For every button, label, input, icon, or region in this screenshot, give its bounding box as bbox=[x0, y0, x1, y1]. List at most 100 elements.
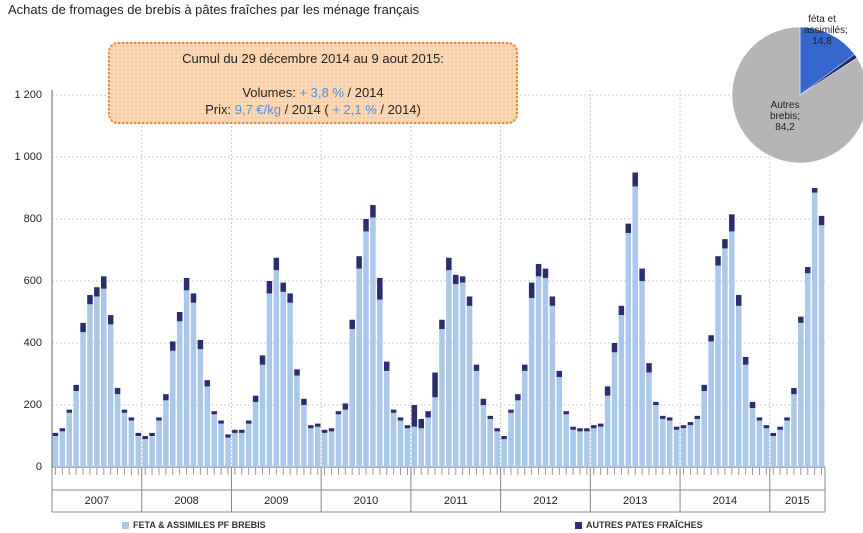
bar-segment bbox=[584, 431, 590, 467]
bar-segment bbox=[190, 293, 197, 303]
bar-segment bbox=[383, 370, 390, 467]
bar-segment bbox=[411, 405, 418, 427]
bar-segment bbox=[473, 364, 480, 371]
bar-segment bbox=[232, 429, 238, 433]
bar-segment bbox=[142, 436, 148, 440]
bar-segment bbox=[763, 428, 770, 467]
bar-segment bbox=[128, 420, 135, 467]
bar-segment bbox=[597, 423, 604, 427]
bar-segment bbox=[708, 335, 714, 342]
bar-segment bbox=[280, 282, 286, 292]
bar-segment bbox=[383, 361, 390, 371]
bar-segment bbox=[577, 431, 583, 467]
bar-segment bbox=[370, 217, 376, 467]
bar-segment bbox=[342, 403, 349, 410]
bar-segment bbox=[811, 192, 818, 467]
bar-segment bbox=[535, 263, 542, 277]
bar-segment bbox=[604, 395, 611, 467]
legend-item: FETA & ASSIMILES PF BREBIS bbox=[122, 520, 266, 530]
bar-segment bbox=[459, 276, 466, 283]
bar-segment bbox=[666, 420, 673, 467]
bar-segment bbox=[694, 415, 701, 419]
bar-segment bbox=[784, 417, 790, 421]
annotation-line: Cumul du 29 décembre 2014 au 9 aout 2015… bbox=[110, 50, 516, 67]
bar-segment bbox=[818, 225, 825, 467]
bar-segment bbox=[170, 350, 176, 467]
chart-title: Achats de fromages de brebis à pâtes fra… bbox=[8, 2, 420, 17]
bar-segment bbox=[729, 214, 735, 232]
pie-label: Autres brebis; 84,2 bbox=[769, 100, 800, 133]
legend-label: AUTRES PATES FRAÎCHES bbox=[586, 520, 703, 530]
bar-segment bbox=[266, 293, 273, 467]
bar-segment bbox=[183, 290, 190, 467]
bar-segment bbox=[149, 432, 155, 436]
bar-segment bbox=[107, 315, 114, 325]
bar-segment bbox=[321, 429, 328, 433]
bar-segment bbox=[314, 426, 321, 467]
bar-segment bbox=[280, 291, 286, 467]
bar-segment bbox=[694, 418, 701, 467]
y-tick-label: 800 bbox=[24, 213, 42, 225]
annotation-text: / 2014 bbox=[343, 85, 384, 100]
y-tick-label: 200 bbox=[24, 399, 42, 411]
bar-segment bbox=[756, 420, 763, 467]
bar-segment bbox=[673, 429, 680, 467]
bar-segment bbox=[653, 401, 659, 405]
pie-slice bbox=[799, 26, 855, 96]
bar-segment bbox=[632, 172, 638, 187]
bar-segment bbox=[66, 409, 73, 413]
bar-segment bbox=[356, 256, 362, 269]
bar-segment bbox=[404, 425, 411, 429]
bar-segment bbox=[749, 408, 756, 467]
bar-segment bbox=[680, 425, 687, 429]
year-label: 2008 bbox=[174, 495, 198, 507]
bar-segment bbox=[646, 372, 652, 467]
bar-segment bbox=[722, 239, 728, 249]
bar-segment bbox=[646, 363, 652, 373]
bar-segment bbox=[204, 380, 211, 387]
bar-segment bbox=[252, 401, 259, 467]
bar-segment bbox=[508, 412, 514, 467]
bar-segment bbox=[439, 319, 445, 330]
bar-segment bbox=[149, 436, 155, 467]
bar-segment bbox=[425, 411, 431, 418]
bar-segment bbox=[252, 395, 259, 402]
bar-segment bbox=[480, 398, 487, 405]
bar-segment bbox=[439, 329, 445, 467]
bar-segment bbox=[770, 432, 776, 436]
bar-segment bbox=[763, 425, 770, 429]
bar-segment bbox=[287, 293, 293, 303]
bar-segment bbox=[535, 276, 542, 467]
bar-segment bbox=[308, 428, 314, 467]
legend-swatch bbox=[575, 522, 582, 530]
bar-segment bbox=[52, 432, 59, 436]
bar-segment bbox=[597, 426, 604, 467]
bar-segment bbox=[59, 428, 66, 432]
bar-segment bbox=[135, 432, 142, 436]
annotation-text: + 3,8 % bbox=[299, 85, 344, 100]
bar-segment bbox=[501, 436, 507, 440]
bar-segment bbox=[556, 377, 563, 467]
bar-segment bbox=[666, 417, 673, 421]
bar-segment bbox=[114, 394, 121, 467]
bar-segment bbox=[218, 420, 224, 424]
bar-segment bbox=[377, 277, 383, 300]
bar-segment bbox=[549, 296, 556, 306]
bar-segment bbox=[232, 432, 238, 467]
bar-segment bbox=[328, 428, 335, 432]
bar-segment bbox=[660, 415, 666, 419]
bar-segment bbox=[370, 205, 376, 218]
bar-segment bbox=[487, 418, 494, 467]
bar-segment bbox=[570, 426, 576, 430]
bar-segment bbox=[487, 415, 494, 419]
bar-segment bbox=[563, 414, 569, 467]
bar-segment bbox=[356, 268, 362, 467]
bar-segment bbox=[170, 341, 176, 351]
bar-segment bbox=[591, 425, 597, 429]
year-label: 2013 bbox=[623, 495, 647, 507]
bar-segment bbox=[804, 273, 811, 467]
y-tick-label: 600 bbox=[24, 275, 42, 287]
year-label: 2011 bbox=[444, 495, 468, 507]
bar-segment bbox=[66, 412, 73, 467]
